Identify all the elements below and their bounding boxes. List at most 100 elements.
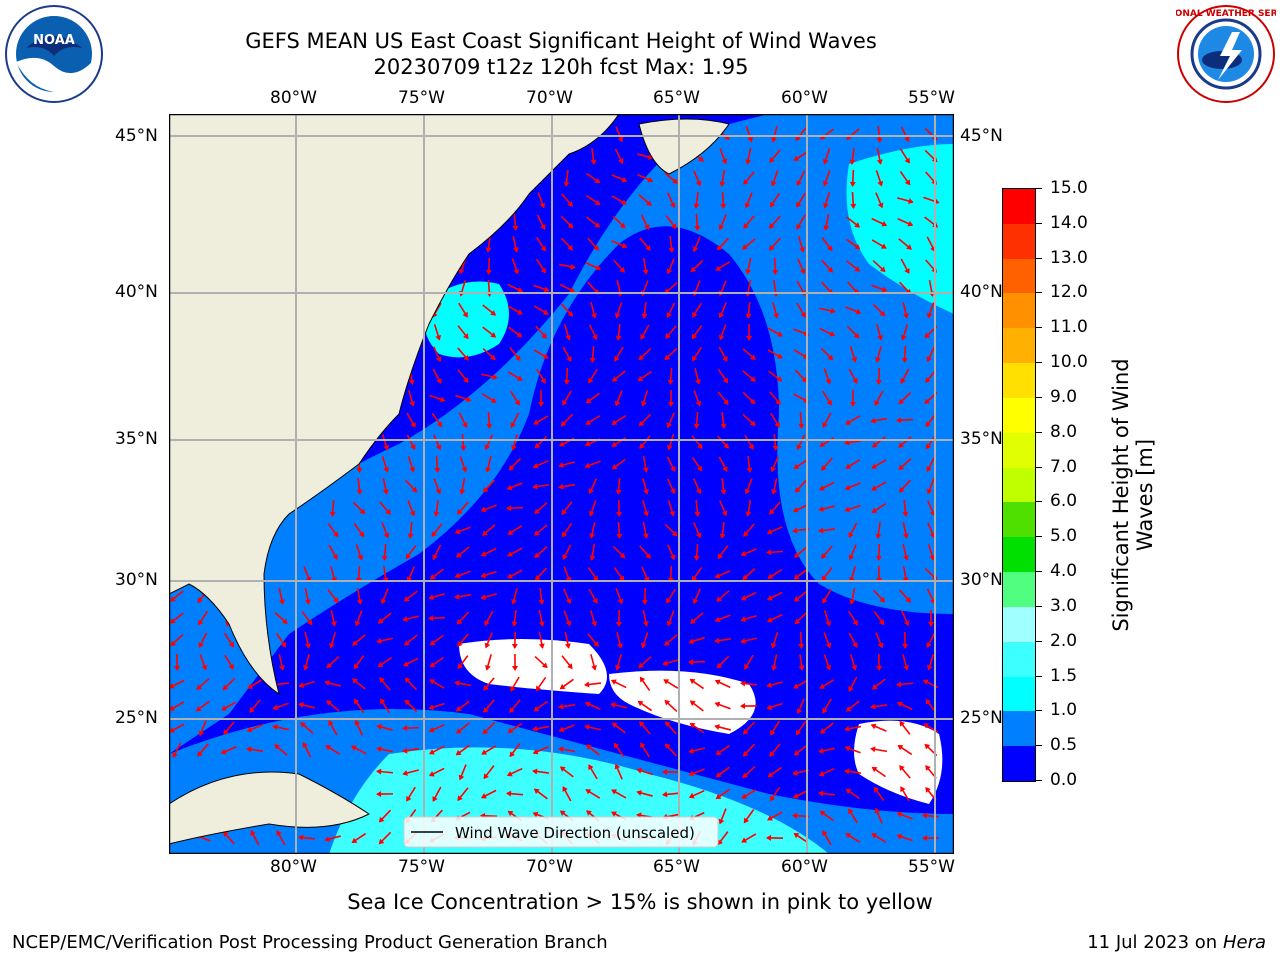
wind-wave-arrow — [662, 791, 680, 798]
wind-wave-arrow — [432, 368, 442, 384]
wind-wave-arrow — [433, 324, 442, 341]
wind-wave-arrow — [849, 346, 858, 363]
wind-wave-arrow — [302, 741, 312, 758]
wind-wave-arrow — [298, 702, 315, 709]
wind-wave-arrow — [558, 746, 576, 753]
lon-label-top: 60°W — [781, 88, 828, 108]
wind-wave-arrow — [772, 433, 779, 451]
wind-wave-arrow — [714, 724, 731, 731]
wind-wave-arrow — [743, 809, 755, 824]
wind-wave-arrow — [511, 434, 518, 451]
graticule — [169, 114, 954, 854]
wind-wave-arrow — [535, 567, 547, 581]
wind-wave-arrow — [667, 389, 674, 407]
wind-wave-arrow — [615, 654, 622, 671]
wind-wave-arrow — [770, 412, 780, 428]
wind-wave-arrow — [871, 284, 888, 293]
colorbar-cell — [1003, 572, 1035, 607]
wind-wave-arrow — [766, 613, 783, 623]
wind-wave-arrow — [511, 609, 518, 627]
wind-wave-arrow — [871, 436, 886, 448]
wind-wave-arrow — [693, 170, 702, 187]
wind-wave-arrow — [249, 699, 261, 713]
wind-wave-arrow — [198, 632, 208, 649]
wind-wave-arrow — [742, 391, 756, 405]
wind-wave-arrow — [454, 526, 471, 535]
wind-wave-arrow — [584, 460, 601, 469]
lat-label-right: 40°N — [960, 282, 1003, 302]
colorbar-tick-label: 0.0 — [1050, 770, 1078, 790]
wind-wave-arrow — [926, 302, 935, 319]
wind-wave-arrow — [612, 370, 626, 382]
colorbar-tick-mark — [1036, 188, 1042, 189]
lon-label-top: 80°W — [270, 88, 317, 108]
wind-wave-arrow — [585, 262, 602, 271]
wind-wave-arrow — [428, 702, 445, 711]
wind-wave-arrow — [899, 170, 911, 186]
wind-wave-arrow — [483, 677, 495, 691]
wind-wave-arrow — [794, 611, 808, 625]
wind-wave-arrow — [561, 655, 573, 670]
footer-date: 11 Jul 2023 on Hera — [1087, 932, 1266, 953]
colorbar-tick-mark — [1036, 745, 1042, 747]
wind-wave-arrow — [793, 568, 808, 580]
colorbar-tick-mark — [1036, 396, 1042, 398]
wind-wave-arrow — [535, 258, 547, 274]
wind-wave-arrow — [325, 745, 341, 755]
wind-wave-arrow — [584, 701, 601, 710]
wind-wave-arrow — [639, 721, 651, 735]
wind-wave-arrow — [872, 259, 886, 273]
wind-wave-arrow — [641, 301, 648, 319]
wind-wave-arrow — [460, 433, 467, 451]
colorbar-cell — [1003, 641, 1035, 677]
wind-wave-arrow — [717, 545, 729, 560]
wind-wave-arrow — [694, 368, 701, 385]
wind-wave-arrow — [928, 609, 935, 627]
wind-wave-arrow — [767, 811, 783, 821]
wind-wave-arrow — [428, 615, 446, 622]
wind-wave-arrow — [272, 702, 289, 711]
lat-label-left: 30°N — [115, 570, 158, 590]
wind-wave-arrow — [378, 831, 392, 845]
wind-wave-arrow — [745, 148, 752, 165]
wind-wave-arrow — [849, 654, 858, 671]
wind-wave-arrow — [612, 215, 626, 229]
wind-wave-arrow — [434, 455, 441, 473]
wind-wave-arrow — [561, 303, 574, 317]
colorbar-cell — [1003, 223, 1035, 259]
wind-wave-arrow — [845, 415, 861, 425]
wind-wave-arrow — [848, 676, 858, 692]
wind-wave-arrow — [456, 722, 470, 734]
nova-scotia-land — [638, 118, 730, 175]
wind-wave-arrow — [615, 477, 622, 495]
wind-wave-arrow — [169, 723, 185, 733]
wind-wave-arrow — [692, 302, 702, 318]
wind-wave-arrow — [766, 549, 784, 556]
wind-wave-arrow — [638, 194, 652, 206]
lon-label-top: 70°W — [526, 88, 573, 108]
wind-wave-arrow — [740, 680, 758, 687]
wind-wave-arrow — [742, 568, 756, 581]
wind-wave-arrow — [327, 523, 339, 538]
colorbar-tick-mark — [1036, 605, 1042, 607]
wind-wave-arrow — [694, 499, 701, 517]
wind-wave-arrow — [875, 367, 882, 385]
wind-wave-arrow — [615, 323, 622, 341]
wind-wave-arrow — [793, 151, 809, 161]
wind-wave-arrow — [662, 768, 680, 775]
wind-wave-arrow — [691, 346, 703, 362]
wind-wave-arrow — [848, 544, 857, 561]
wind-wave-arrow — [821, 237, 833, 252]
wind-wave-arrow — [562, 544, 572, 561]
wind-wave-arrow — [897, 218, 914, 227]
wind-wave-arrow — [692, 588, 701, 605]
wind-wave-arrow — [198, 720, 207, 737]
wind-wave-arrow — [688, 636, 705, 645]
wind-wave-arrow — [822, 148, 831, 165]
wind-wave-arrow — [480, 570, 497, 579]
wind-wave-arrow — [714, 637, 732, 644]
wind-wave-arrow — [637, 370, 653, 382]
wind-wave-arrow — [796, 434, 806, 451]
wind-wave-arrow — [771, 654, 778, 671]
wind-wave-arrow — [772, 302, 779, 319]
